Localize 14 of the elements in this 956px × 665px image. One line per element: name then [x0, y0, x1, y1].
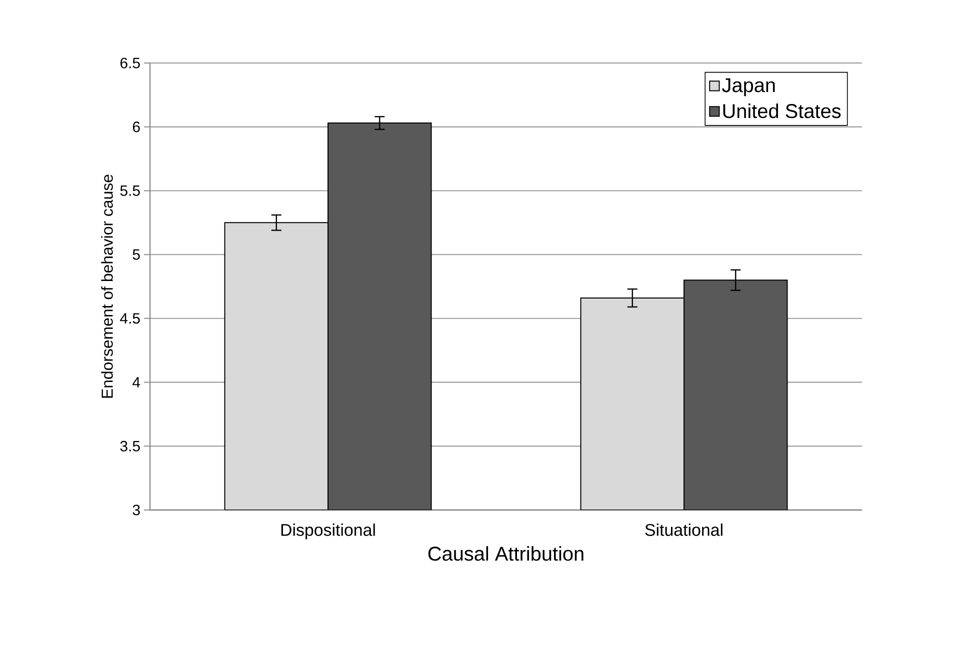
x-axis-title: Causal Attribution: [428, 546, 584, 561]
y-tick-label: 4: [132, 377, 140, 388]
y-tick-label: 5: [132, 249, 140, 260]
legend-label: United States: [723, 104, 841, 118]
x-tick-label: Dispositional: [281, 524, 375, 540]
y-tick-label: 5.5: [120, 186, 140, 196]
y-tick-label: 3: [132, 504, 140, 516]
y-tick-label: 6: [132, 122, 140, 132]
y-tick-label: 4.5: [120, 313, 140, 324]
y-tick-label: 3.5: [120, 440, 140, 452]
x-tick-label: Situational: [645, 524, 722, 536]
y-tick-label: 6.5: [120, 58, 140, 68]
legend-label: Japan: [722, 78, 775, 96]
y-axis-title: Endorsement of behavior cause: [101, 174, 113, 398]
